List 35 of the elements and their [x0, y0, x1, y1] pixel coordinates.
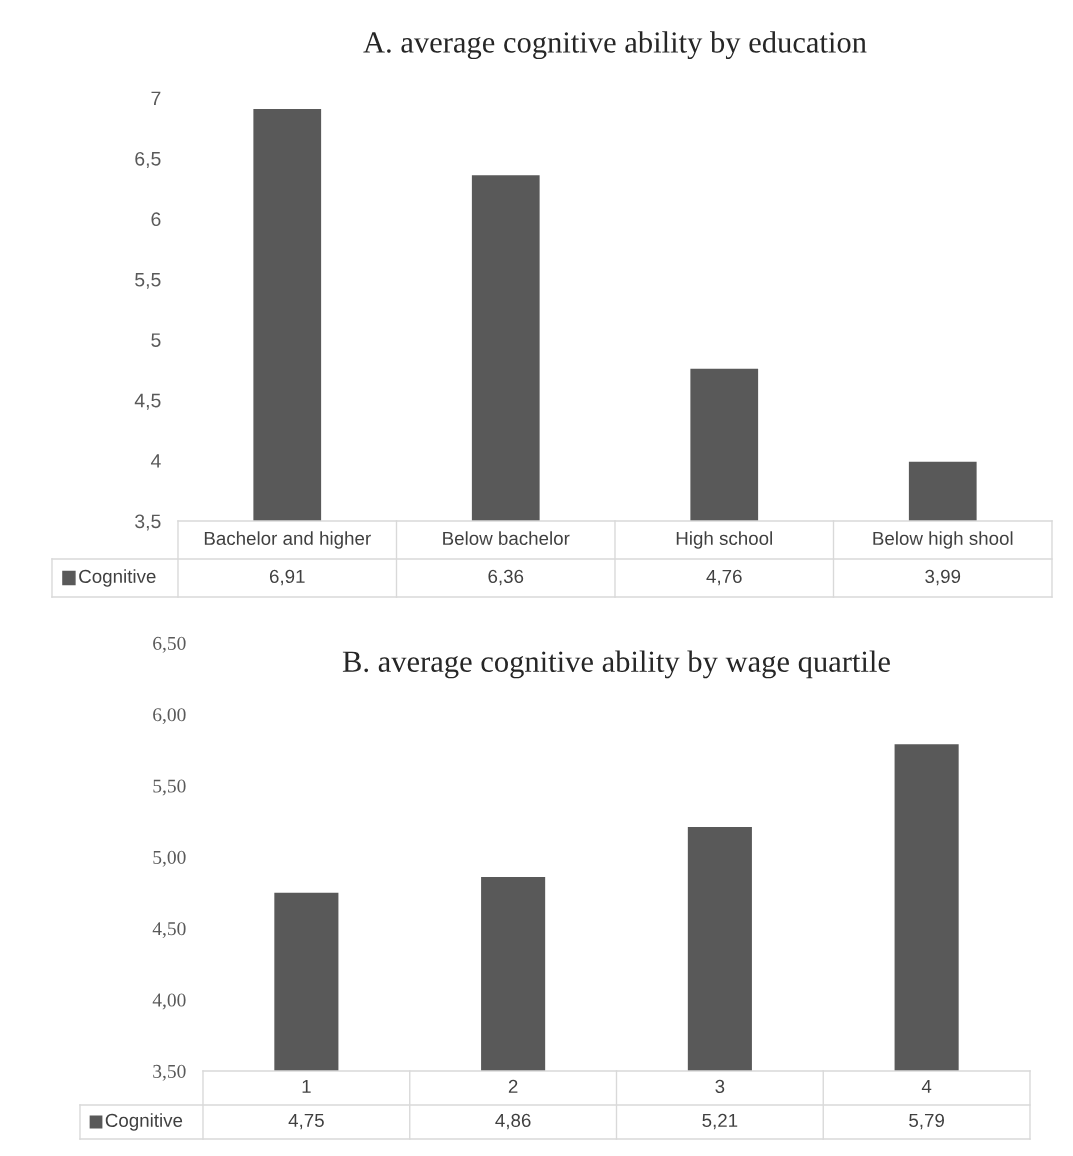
y-tick-label: 7 — [151, 91, 161, 106]
data-label: 3,99 — [925, 569, 961, 586]
x-tick-label: High school — [676, 531, 772, 549]
x-tick-label: 4 — [921, 1079, 932, 1093]
legend-label: Cognitive — [79, 569, 156, 587]
y-tick-label: 3,5 — [135, 514, 161, 531]
y-tick-label: 5,00 — [153, 850, 186, 867]
y-tick-label: 4,00 — [152, 993, 186, 1010]
y-tick-label: 5,5 — [135, 272, 161, 289]
y-tick-label: 5 — [151, 333, 161, 347]
chart-title: B. average cognitive ability by wage quartile — [342, 650, 890, 679]
x-tick-label: 3 — [715, 1079, 725, 1094]
chart-title: A. average cognitive ability by education — [363, 31, 867, 60]
y-tick-label: 5,50 — [153, 779, 186, 796]
y-tick-label: 4,5 — [134, 393, 161, 410]
data-label: 4,75 — [288, 1113, 324, 1130]
y-tick-label: 6 — [151, 212, 161, 227]
data-label: 6,36 — [488, 569, 524, 586]
y-tick-label: 6,50 — [153, 636, 186, 653]
y-tick-label: 6,5 — [135, 151, 161, 168]
data-label: 6,91 — [269, 569, 305, 586]
data-label: 5,21 — [702, 1113, 738, 1130]
y-tick-label: 4,50 — [152, 922, 186, 939]
data-label: 5,79 — [909, 1113, 944, 1130]
data-label: 4,86 — [495, 1113, 531, 1130]
x-tick-label: 1 — [302, 1079, 311, 1093]
x-tick-label: Below high shool — [873, 531, 1013, 549]
legend-label: Cognitive — [105, 1113, 183, 1131]
y-tick-label: 3,50 — [153, 1064, 186, 1081]
y-tick-label: 4 — [150, 454, 161, 468]
x-tick-label: 2 — [508, 1079, 518, 1093]
x-tick-label: Bachelor and higher — [204, 531, 371, 549]
y-tick-label: 6,00 — [153, 708, 186, 725]
x-tick-label: Below bachelor — [443, 531, 570, 546]
data-label: 4,76 — [706, 569, 742, 586]
